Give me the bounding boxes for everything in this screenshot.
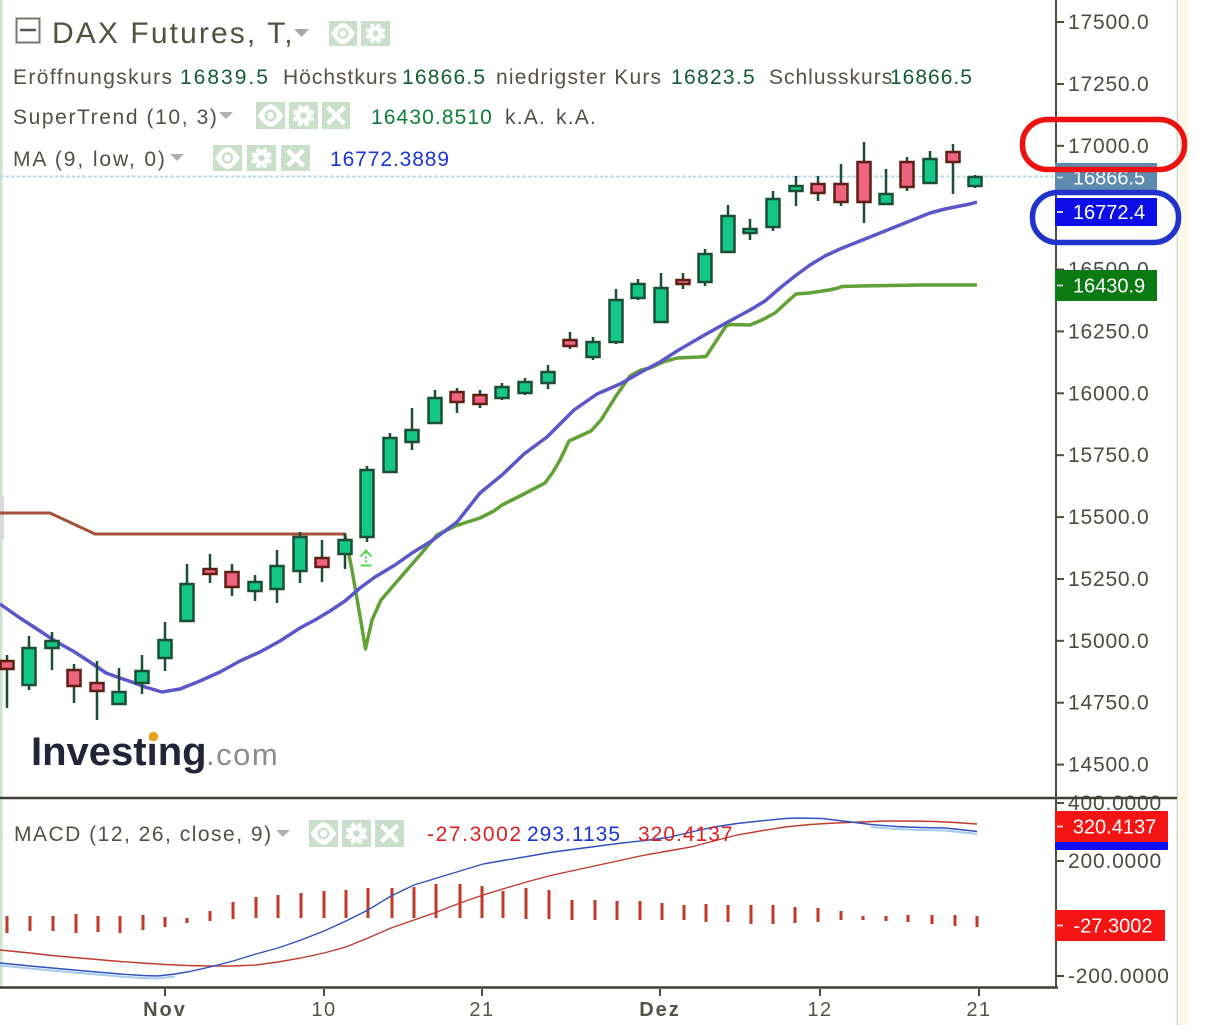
svg-text:320.4137: 320.4137: [1073, 817, 1156, 839]
svg-text:16772.4: 16772.4: [1073, 202, 1145, 224]
svg-text:16823.5: 16823.5: [671, 66, 756, 89]
svg-text:14500.0: 14500.0: [1068, 754, 1150, 777]
svg-text:16250.0: 16250.0: [1068, 320, 1150, 343]
svg-text:10: 10: [311, 999, 336, 1021]
svg-text:17250.0: 17250.0: [1068, 73, 1150, 96]
svg-text:17000.0: 17000.0: [1068, 135, 1150, 158]
svg-text:15750.0: 15750.0: [1068, 444, 1150, 467]
svg-text:16772.3889: 16772.3889: [330, 148, 450, 171]
svg-text:MACD (12, 26, close, 9): MACD (12, 26, close, 9): [14, 823, 273, 846]
svg-text:15500.0: 15500.0: [1068, 506, 1150, 529]
svg-text:Höchstkurs: Höchstkurs: [283, 66, 398, 89]
svg-text:16430.8510: 16430.8510: [371, 106, 493, 129]
svg-text:.com: .com: [206, 737, 279, 772]
svg-text:15000.0: 15000.0: [1068, 630, 1150, 653]
svg-text:-27.3002: -27.3002: [1074, 916, 1153, 938]
svg-text:16430.9: 16430.9: [1073, 276, 1145, 298]
svg-text:SuperTrend (10, 3): SuperTrend (10, 3): [13, 106, 218, 129]
svg-text:DAX Futures, T,: DAX Futures, T,: [52, 17, 295, 50]
svg-text:Nov: Nov: [143, 999, 187, 1021]
svg-text:16866.5: 16866.5: [890, 66, 973, 89]
svg-text:21: 21: [966, 999, 991, 1021]
svg-text:MA (9, low, 0): MA (9, low, 0): [13, 148, 167, 171]
svg-text:16839.5: 16839.5: [180, 66, 270, 89]
svg-text:16866.5: 16866.5: [402, 66, 486, 89]
svg-text:-200.0000: -200.0000: [1068, 965, 1170, 988]
svg-text:k.A.: k.A.: [505, 106, 546, 129]
svg-text:niedrigster Kurs: niedrigster Kurs: [496, 66, 662, 89]
svg-text:17500.0: 17500.0: [1068, 11, 1150, 34]
svg-text:16000.0: 16000.0: [1068, 382, 1150, 405]
svg-text:Dez: Dez: [639, 999, 681, 1021]
svg-text:293.1135: 293.1135: [527, 823, 621, 846]
svg-text:-27.3002: -27.3002: [427, 823, 523, 846]
svg-text:Eröffnungskurs: Eröffnungskurs: [13, 66, 173, 89]
svg-text:12: 12: [807, 999, 832, 1021]
svg-text:21: 21: [469, 999, 494, 1021]
svg-text:Schlusskurs: Schlusskurs: [769, 66, 893, 89]
svg-text:14750.0: 14750.0: [1068, 692, 1150, 715]
svg-text:200.0000: 200.0000: [1068, 850, 1162, 873]
svg-text:320.4137: 320.4137: [638, 823, 734, 846]
svg-text:15250.0: 15250.0: [1068, 568, 1150, 591]
svg-text:k.A.: k.A.: [556, 106, 597, 129]
svg-text:16866.5: 16866.5: [1073, 168, 1145, 190]
svg-text:Investing: Investing: [31, 730, 207, 774]
